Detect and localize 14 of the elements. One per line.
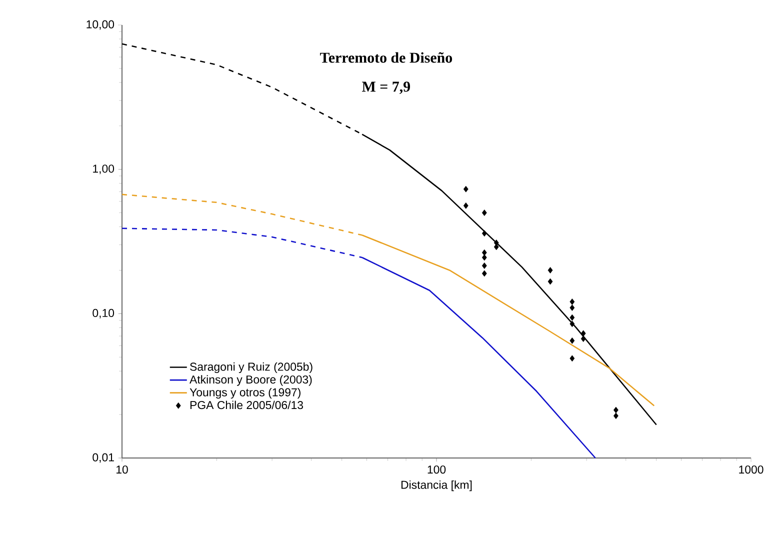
- y-tick-label: 0,10: [92, 308, 114, 318]
- legend-label: Saragoni y Ruiz (2005b): [190, 362, 312, 374]
- x-tick-label: 1000: [739, 465, 764, 474]
- y-tick-label: 0,01: [92, 453, 114, 463]
- text: Terremoto de Diseño: [320, 52, 452, 63]
- y-tick-label: 1,00: [93, 164, 114, 174]
- text: M = 7,9: [362, 82, 410, 94]
- legend-label: Youngs y otros (1997): [190, 388, 300, 399]
- legend-label: Atkinson y Boore (2003): [190, 375, 312, 386]
- x-tick-label: 10: [116, 465, 128, 474]
- x-tick-label: 100: [428, 465, 446, 474]
- x-axis-title: Distancia [km]: [401, 480, 472, 492]
- y-tick-label: 10,00: [86, 20, 114, 30]
- legend-label: PGA Chile 2005/06/13: [190, 400, 304, 410]
